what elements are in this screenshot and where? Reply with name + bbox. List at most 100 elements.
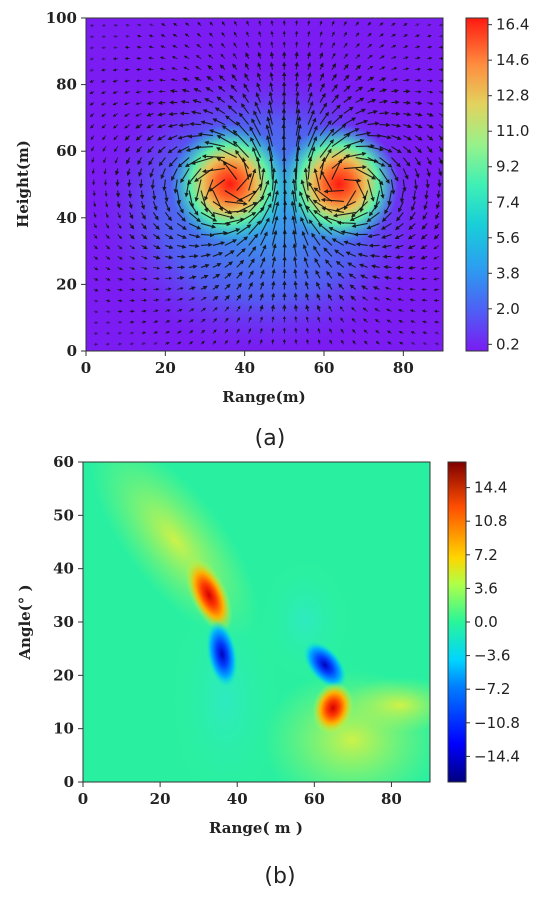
velocity-arrow — [398, 201, 404, 213]
velocity-arrow — [415, 67, 421, 71]
velocity-arrow — [212, 340, 217, 345]
velocity-arrow — [232, 140, 250, 158]
velocity-arrow — [351, 306, 357, 312]
velocity-arrow — [93, 267, 99, 271]
velocity-arrow — [301, 230, 309, 246]
b-ytick-label: 60 — [53, 453, 74, 471]
velocity-arrow — [327, 293, 333, 301]
velocity-arrow — [101, 57, 106, 61]
velocity-arrow — [177, 275, 185, 281]
velocity-arrow — [124, 79, 130, 83]
velocity-arrow — [146, 112, 154, 117]
velocity-arrow — [129, 266, 136, 270]
velocity-arrow — [331, 144, 352, 158]
velocity-arrow — [137, 23, 142, 27]
velocity-arrow — [403, 67, 410, 71]
velocity-arrow — [367, 146, 384, 152]
velocity-arrow — [253, 110, 262, 125]
b-cbar-label: −14.4 — [474, 747, 520, 765]
velocity-arrow — [434, 342, 440, 346]
velocity-arrow — [224, 283, 231, 290]
velocity-arrow — [160, 168, 166, 180]
velocity-arrow — [293, 280, 298, 290]
velocity-arrow — [233, 42, 238, 48]
velocity-arrow — [397, 287, 404, 291]
velocity-arrow — [177, 254, 186, 259]
velocity-arrow — [245, 41, 249, 48]
velocity-arrow — [319, 41, 323, 48]
velocity-arrow — [295, 134, 302, 158]
velocity-arrow — [292, 243, 297, 257]
velocity-arrow — [398, 320, 404, 323]
velocity-arrow — [306, 61, 312, 70]
velocity-arrow — [371, 264, 380, 269]
velocity-arrow — [331, 94, 340, 103]
velocity-arrow — [303, 256, 309, 268]
velocity-arrow — [329, 339, 333, 345]
velocity-arrow — [114, 157, 119, 164]
velocity-arrow — [167, 135, 178, 141]
velocity-arrow — [355, 32, 360, 37]
velocity-arrow — [326, 270, 333, 279]
velocity-arrow — [307, 82, 312, 92]
velocity-arrow — [397, 309, 404, 313]
velocity-arrow — [381, 212, 392, 222]
velocity-arrow — [316, 304, 322, 312]
velocity-arrow — [307, 20, 311, 26]
velocity-arrow — [355, 97, 365, 104]
velocity-arrow — [200, 329, 206, 334]
velocity-arrow — [137, 157, 143, 165]
velocity-arrow — [89, 102, 95, 106]
panel-label-a: (a) — [255, 426, 286, 451]
velocity-arrow — [176, 223, 187, 230]
velocity-arrow — [259, 304, 264, 312]
velocity-arrow — [379, 157, 393, 168]
velocity-arrow — [426, 23, 432, 27]
velocity-arrow — [358, 263, 368, 268]
velocity-arrow — [149, 23, 154, 27]
velocity-arrow — [162, 179, 167, 192]
velocity-arrow — [183, 66, 190, 70]
velocity-arrow — [188, 233, 201, 239]
velocity-arrow — [435, 212, 440, 220]
velocity-arrow — [320, 170, 333, 191]
heatmap-b-field — [83, 462, 430, 782]
velocity-arrow — [367, 32, 372, 37]
velocity-arrow — [334, 249, 345, 257]
velocity-arrow — [212, 307, 218, 312]
velocity-arrow — [159, 67, 166, 71]
b-cbar-label: 3.6 — [474, 579, 498, 597]
velocity-arrow — [295, 100, 300, 114]
velocity-arrow — [343, 117, 357, 126]
velocity-arrow — [438, 146, 443, 153]
velocity-arrow — [159, 56, 166, 60]
velocity-arrow — [364, 340, 368, 345]
velocity-arrow — [387, 330, 392, 334]
velocity-arrow — [360, 274, 368, 279]
b-ytick-label: 10 — [53, 720, 74, 738]
velocity-arrow — [367, 233, 380, 239]
velocity-arrow — [319, 62, 324, 70]
velocity-arrow — [212, 284, 220, 290]
velocity-arrow — [387, 341, 392, 345]
velocity-arrow — [269, 51, 275, 59]
velocity-arrow — [378, 179, 385, 199]
velocity-arrow — [270, 30, 274, 37]
velocity-arrow — [236, 339, 240, 345]
velocity-arrow — [129, 277, 136, 281]
velocity-arrow — [129, 288, 136, 292]
velocity-arrow — [249, 126, 262, 147]
velocity-arrow — [316, 281, 321, 290]
velocity-arrow — [260, 179, 270, 202]
velocity-arrow — [219, 64, 226, 70]
velocity-arrow — [201, 167, 225, 174]
velocity-arrow — [379, 135, 392, 140]
velocity-arrow — [319, 128, 335, 147]
velocity-arrow — [269, 81, 274, 92]
velocity-arrow — [355, 242, 368, 247]
velocity-arrow — [294, 61, 299, 70]
velocity-arrow — [233, 31, 238, 37]
velocity-arrow — [164, 212, 172, 222]
velocity-arrow — [102, 146, 107, 152]
velocity-arrow — [173, 22, 178, 27]
